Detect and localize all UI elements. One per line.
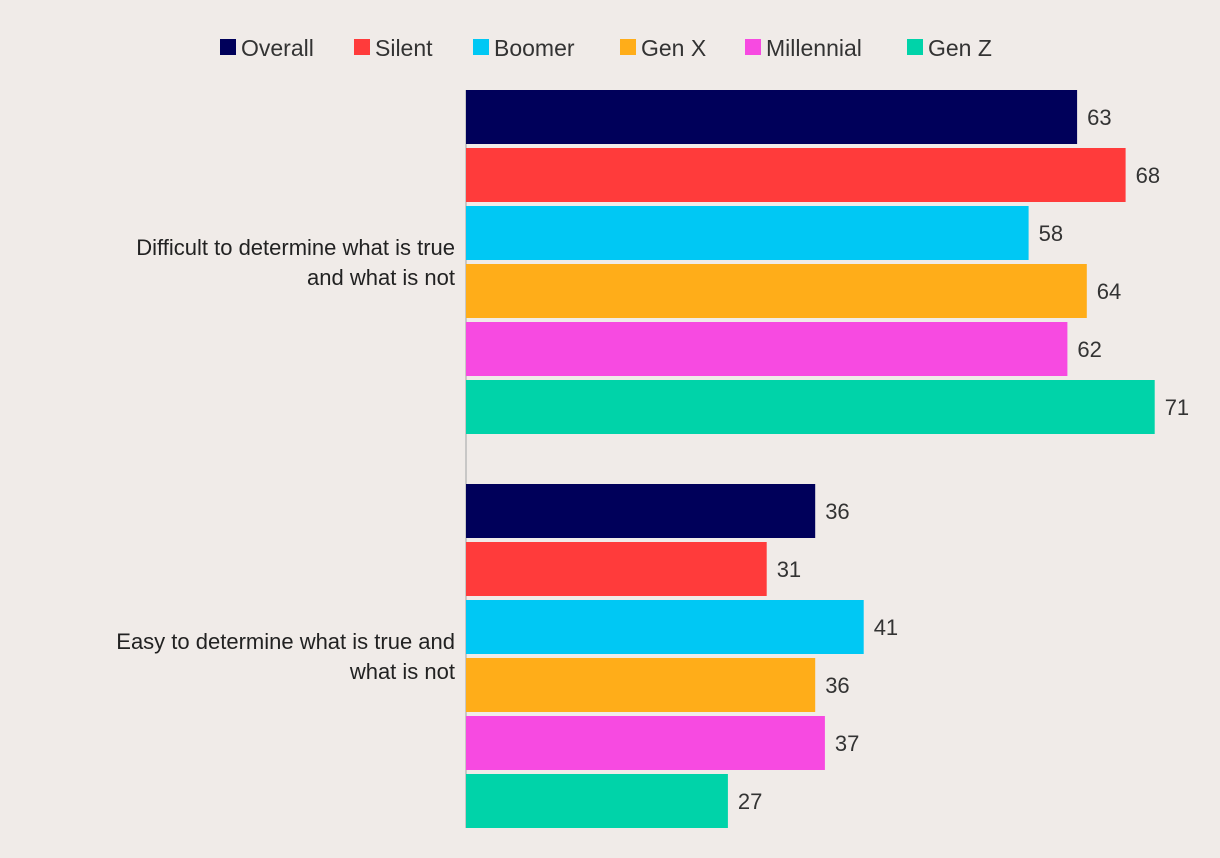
bar-overall-cat2 [466,484,816,538]
bar-gen-x-cat2 [466,658,816,712]
bar-gen-z-cat2 [466,774,728,828]
category-label-1-line-2: and what is not [307,265,455,290]
legend-label-boomer: Boomer [494,35,575,61]
value-label-boomer-cat2: 41 [874,615,898,640]
bar-gen-x-cat1 [466,264,1087,318]
legend-label-overall: Overall [241,35,314,61]
value-label-gen-z-cat1: 71 [1165,395,1189,420]
legend-swatch-boomer [473,39,489,55]
value-label-overall-cat2: 36 [825,499,849,524]
bar-gen-z-cat1 [466,380,1155,434]
legend-label-silent: Silent [375,35,433,61]
bar-millennial-cat1 [466,322,1068,376]
bars-group [466,90,1155,828]
legend-swatch-millennial [745,39,761,55]
value-label-boomer-cat1: 58 [1039,221,1063,246]
legend-swatch-silent [354,39,370,55]
category-label-2-line-2: what is not [349,659,455,684]
legend: Overall Silent Boomer Gen X Millennial Gen Z [220,35,992,61]
value-label-silent-cat1: 68 [1136,163,1160,188]
value-label-overall-cat1: 63 [1087,105,1111,130]
category-label-1-line-1: Difficult to determine what is true [136,235,455,260]
bar-silent-cat2 [466,542,767,596]
value-label-millennial-cat2: 37 [835,731,859,756]
legend-label-millennial: Millennial [766,35,862,61]
legend-label-gen-z: Gen Z [928,35,992,61]
bar-silent-cat1 [466,148,1126,202]
value-label-gen-z-cat2: 27 [738,789,762,814]
legend-swatch-gen-x [620,39,636,55]
value-label-millennial-cat1: 62 [1077,337,1101,362]
value-label-gen-x-cat1: 64 [1097,279,1121,304]
value-label-silent-cat2: 31 [777,557,801,582]
category-labels-group: Difficult to determine what is true and w… [116,235,455,684]
bar-boomer-cat2 [466,600,864,654]
bar-overall-cat1 [466,90,1078,144]
legend-swatch-gen-z [907,39,923,55]
legend-swatch-overall [220,39,236,55]
bar-boomer-cat1 [466,206,1029,260]
value-labels-group: 63 68 58 64 62 71 36 31 41 36 37 27 [738,105,1189,814]
category-label-2-line-1: Easy to determine what is true and [116,629,455,654]
legend-label-gen-x: Gen X [641,35,706,61]
category-label-1: Difficult to determine what is true and w… [136,235,455,290]
category-label-2: Easy to determine what is true and what i… [116,629,455,684]
bar-millennial-cat2 [466,716,825,770]
value-label-gen-x-cat2: 36 [825,673,849,698]
